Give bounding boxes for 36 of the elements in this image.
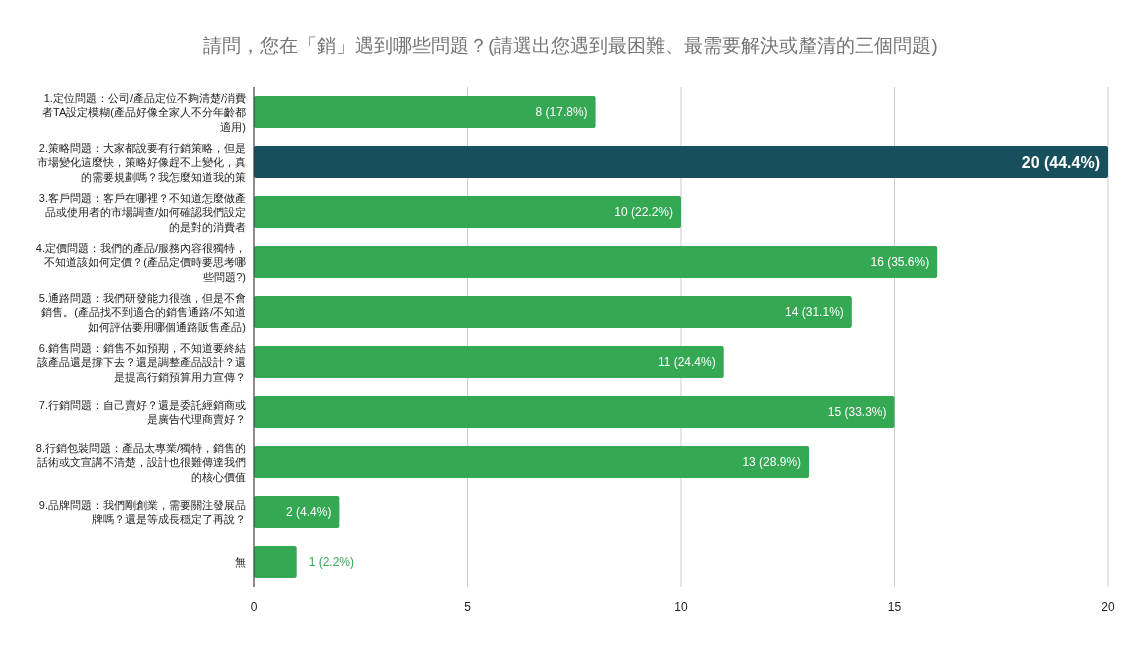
y-tick-label: 5.通路問題：我們研發能力很強，但是不會銷售。(產品找不到適合的銷售通路/不知道如何評估要用哪個通路販售產品) xyxy=(38,291,246,333)
data-label: 13 (28.9%) xyxy=(742,455,802,469)
bar xyxy=(254,446,810,478)
bar xyxy=(254,296,852,328)
data-label: 15 (33.3%) xyxy=(827,405,887,419)
bar xyxy=(254,346,724,378)
bar xyxy=(254,196,681,228)
data-label: 10 (22.2%) xyxy=(614,205,673,219)
chart-title: 請問，您在「銷」遇到哪些問題？(請選出您遇到最困難、最需要解決或釐清的三個問題) xyxy=(203,34,938,56)
bar xyxy=(254,496,340,528)
y-tick-label: 6.銷售問題：銷售不如預期，不知道要終結該產品還是撐下去？還是調整產品設計？還是提高行銷預算用力宣傳？ xyxy=(37,341,246,383)
y-tick-label: 8.行銷包裝問題：產品太專業/獨特，銷售的話術或文宣講不清楚，設計也很難傳達我們的核心價值 xyxy=(35,441,246,483)
y-tick-label: 4.定價問題：我們的產品/服務內容很獨特，不知道該如何定價？(產品定價時要思考哪些問題?) xyxy=(35,241,246,283)
data-label: 14 (31.1%) xyxy=(785,305,844,319)
data-label: 8 (17.8%) xyxy=(535,105,588,119)
bar xyxy=(254,396,895,428)
bar xyxy=(254,146,1108,178)
y-tick-label: 9.品牌問題：我們剛創業，需要關注發展品牌嗎？還是等成長穩定了再說？ xyxy=(38,498,246,526)
x-tick-label: 0 xyxy=(250,600,258,614)
data-label: 20 (44.4%) xyxy=(1021,153,1100,171)
x-tick-label: 15 xyxy=(887,600,902,614)
data-label: 16 (35.6%) xyxy=(870,255,930,269)
x-tick-label: 20 xyxy=(1101,600,1115,614)
bar xyxy=(254,546,297,578)
y-tick-label: 1.定位問題：公司/產品定位不夠清楚/消費者TA設定模糊(產品好像全家人不分年齡都適用) xyxy=(42,91,246,133)
y-tick-label: 無 xyxy=(235,556,246,568)
y-tick-label: 7.行銷問題：自己賣好？還是委託經銷商或是廣告代理商賣好？ xyxy=(38,398,246,426)
bar xyxy=(254,96,596,128)
x-tick-label: 10 xyxy=(674,600,688,614)
data-label: 11 (24.4%) xyxy=(657,355,716,369)
bar xyxy=(254,246,938,278)
y-tick-label: 2.策略問題：大家都說要有行銷策略，但是市場變化這麼快，策略好像趕不上變化，真的需要規劃嗎？我怎麼知道我的策 xyxy=(37,141,246,183)
data-label: 1 (2.2%) xyxy=(308,555,355,569)
y-tick-label: 3.客戶問題：客戶在哪裡？不知道怎麼做產品或使用者的市場調查/如何確認我們設定的是對的消費者 xyxy=(38,191,246,233)
x-tick-label: 5 xyxy=(464,600,472,614)
data-label: 2 (4.4%) xyxy=(286,505,332,519)
